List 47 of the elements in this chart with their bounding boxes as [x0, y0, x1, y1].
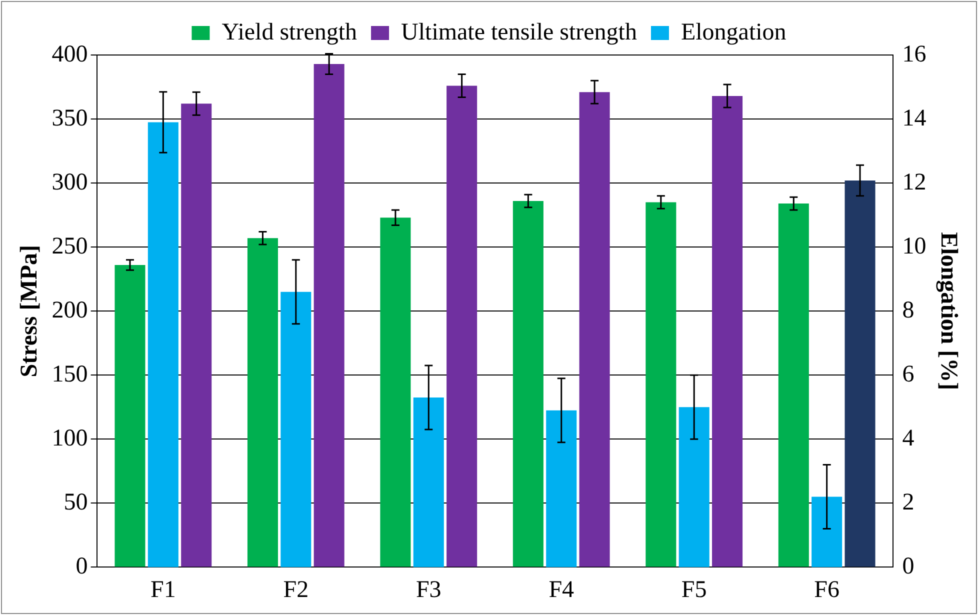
bar — [512, 200, 544, 567]
bar — [646, 202, 676, 567]
y-tick-label: 100 — [52, 425, 88, 452]
y2-tick-label: 4 — [902, 425, 914, 452]
bar — [247, 238, 278, 567]
y-tick-label: 250 — [52, 233, 88, 260]
bar — [114, 265, 146, 567]
y2-tick-label: 16 — [902, 41, 926, 68]
bar — [314, 64, 344, 567]
bar — [446, 86, 478, 567]
bar — [579, 92, 610, 567]
bar — [778, 204, 809, 567]
y2-tick-label: 2 — [902, 489, 914, 516]
y-tick-label: 400 — [52, 41, 88, 68]
y2-tick-label: 8 — [902, 297, 914, 324]
bar — [712, 96, 743, 567]
bar — [678, 407, 710, 568]
bar — [148, 122, 178, 568]
bar — [413, 398, 444, 568]
legend-label: Ultimate tensile strength — [401, 19, 637, 46]
bar — [546, 410, 577, 568]
y2-tick-label: 10 — [902, 233, 926, 260]
y-tick-label: 0 — [76, 553, 88, 580]
bar — [280, 292, 312, 568]
y2-tick-label: 12 — [902, 169, 926, 196]
bar — [181, 104, 212, 567]
y2-axis-title: Elongation [%] — [935, 232, 962, 390]
x-tick-label: F6 — [814, 576, 840, 603]
x-tick-label: F5 — [681, 576, 707, 603]
x-tick-label: F3 — [416, 576, 442, 603]
x-tick-label: F1 — [150, 576, 176, 603]
x-tick-label: F4 — [548, 576, 574, 603]
bar — [844, 180, 876, 567]
y2-tick-label: 14 — [902, 105, 926, 132]
bar — [380, 218, 411, 567]
y-tick-label: 150 — [52, 361, 88, 388]
x-tick-label: F2 — [283, 576, 309, 603]
legend-label: Yield strength — [222, 19, 358, 46]
y-axis-title: Stress [MPa] — [16, 245, 43, 378]
y-tick-label: 200 — [52, 297, 88, 324]
y-tick-label: 50 — [64, 489, 88, 516]
y2-tick-label: 0 — [902, 553, 914, 580]
y2-tick-label: 6 — [902, 361, 914, 388]
bar — [812, 496, 842, 568]
y-tick-label: 300 — [52, 169, 88, 196]
legend-label: Elongation — [680, 19, 786, 46]
y-tick-label: 350 — [52, 105, 88, 132]
